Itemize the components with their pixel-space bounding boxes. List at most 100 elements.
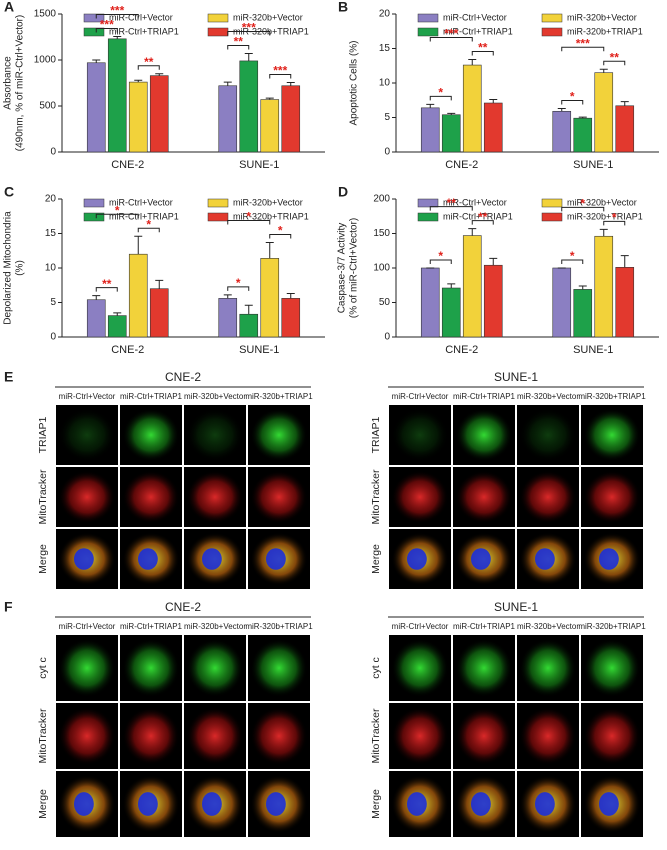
nucleus (470, 792, 491, 816)
bar (615, 267, 635, 338)
error-bar (155, 73, 164, 76)
nucleus (73, 548, 94, 570)
x-tick-label: SUNE-1 (573, 344, 613, 356)
significance-label: *** (110, 4, 124, 18)
significance-label: * (612, 211, 617, 225)
bar (281, 85, 301, 153)
row-label: TRIAP1 (370, 416, 382, 453)
micrograph-signal (391, 408, 449, 462)
error-bar (599, 68, 608, 73)
column-header: miR-320b+Vector (517, 392, 579, 401)
bar (260, 99, 280, 153)
legend-swatch (417, 27, 439, 37)
significance-label: *** (242, 21, 256, 35)
micrograph-signal (186, 470, 244, 524)
y-axis-label: (490nm, % of miR-Ctrl+Vector) (15, 15, 26, 151)
significance-bracket (471, 51, 494, 56)
significance-bracket (269, 74, 292, 79)
significance-bracket (227, 286, 250, 291)
y-axis-label: Caspase-3/7 Activity (337, 223, 348, 314)
micrograph-signal (455, 470, 513, 524)
x-tick-label: CNE-2 (445, 344, 478, 356)
bar (594, 72, 614, 153)
legend-label: miR-320b+TRIAP1 (233, 211, 309, 221)
panel-letter: A (4, 0, 14, 15)
bar (239, 313, 259, 338)
significance-bracket (429, 95, 452, 101)
significance-label: * (580, 197, 585, 211)
micrograph-signal (583, 638, 641, 698)
nucleus (406, 792, 427, 816)
significance-bracket (95, 14, 139, 19)
micrograph-signal (58, 638, 116, 698)
row-label: TRIAP1 (37, 416, 49, 453)
y-tick-label: 100 (373, 263, 390, 274)
error-bar (489, 257, 498, 266)
error-bar (223, 81, 232, 86)
micrograph-signal (455, 706, 513, 766)
significance-label: ** (144, 55, 154, 69)
significance-label: *** (100, 18, 114, 32)
micrograph-signal (250, 408, 308, 462)
significance-label: *** (444, 27, 458, 41)
bar (594, 235, 614, 338)
legend-label: miR-Ctrl+TRIAP1 (109, 26, 179, 36)
significance-label: *** (273, 64, 287, 78)
error-bar (557, 108, 566, 112)
bar (573, 117, 593, 153)
legend-swatch (207, 212, 229, 222)
nucleus (137, 548, 158, 570)
y-tick-label: 0 (50, 147, 56, 158)
significance-bracket (227, 45, 250, 50)
chart-panel: C Depolarized Mitochondria (%) 0 5 10 15 20 CNE-… (3, 184, 325, 356)
micrograph-signal (391, 470, 449, 524)
micrograph-signal (583, 706, 641, 766)
significance-bracket (95, 287, 118, 292)
significance-bracket (227, 31, 271, 36)
y-axis-label: Apoptotic Cells (%) (349, 40, 360, 125)
column-header: miR-320b+Vector (517, 622, 579, 631)
error-bar (286, 293, 295, 299)
significance-label: * (146, 217, 151, 231)
micrograph-signal (58, 470, 116, 524)
error-bar (134, 235, 143, 255)
error-bar (265, 97, 274, 100)
micrograph-signal (122, 408, 180, 462)
y-axis-label: Absorbance (3, 56, 14, 110)
legend-label: miR-320b+Vector (567, 12, 637, 22)
error-bar (426, 103, 435, 108)
micrograph-signal (122, 470, 180, 524)
bar (483, 264, 503, 338)
significance-bracket (137, 227, 160, 233)
legend-swatch (541, 212, 563, 222)
bar (441, 287, 461, 338)
legend-label: miR-320b+Vector (567, 197, 637, 207)
nucleus (598, 548, 619, 570)
x-tick-label: SUNE-1 (573, 159, 613, 171)
micrograph-signal (391, 638, 449, 698)
y-tick-label: 1500 (34, 9, 57, 20)
error-bar (155, 279, 164, 289)
significance-bracket (561, 46, 605, 52)
significance-bracket (429, 37, 473, 42)
legend-swatch (207, 27, 229, 37)
bar (107, 315, 127, 338)
significance-bracket (603, 60, 626, 66)
error-bar (468, 59, 477, 66)
error-bar (134, 79, 143, 83)
x-tick-label: CNE-2 (111, 159, 144, 171)
significance-bracket (269, 233, 292, 239)
error-bar (113, 36, 122, 39)
bar (260, 258, 280, 338)
legend-swatch (541, 27, 563, 37)
micrograph-signal (250, 638, 308, 698)
row-label: Merge (37, 544, 49, 574)
panel-letter: C (4, 184, 14, 200)
error-bar (92, 59, 101, 63)
bar (128, 253, 148, 338)
significance-label: ** (447, 196, 457, 210)
chart-panel: B Apoptotic Cells (%) 0 5 10 15 20 CNE-2 SUNE-1 m… (338, 0, 659, 171)
legend-label: miR-Ctrl+Vector (443, 197, 507, 207)
error-bar (223, 294, 232, 299)
y-tick-label: 20 (45, 194, 57, 205)
